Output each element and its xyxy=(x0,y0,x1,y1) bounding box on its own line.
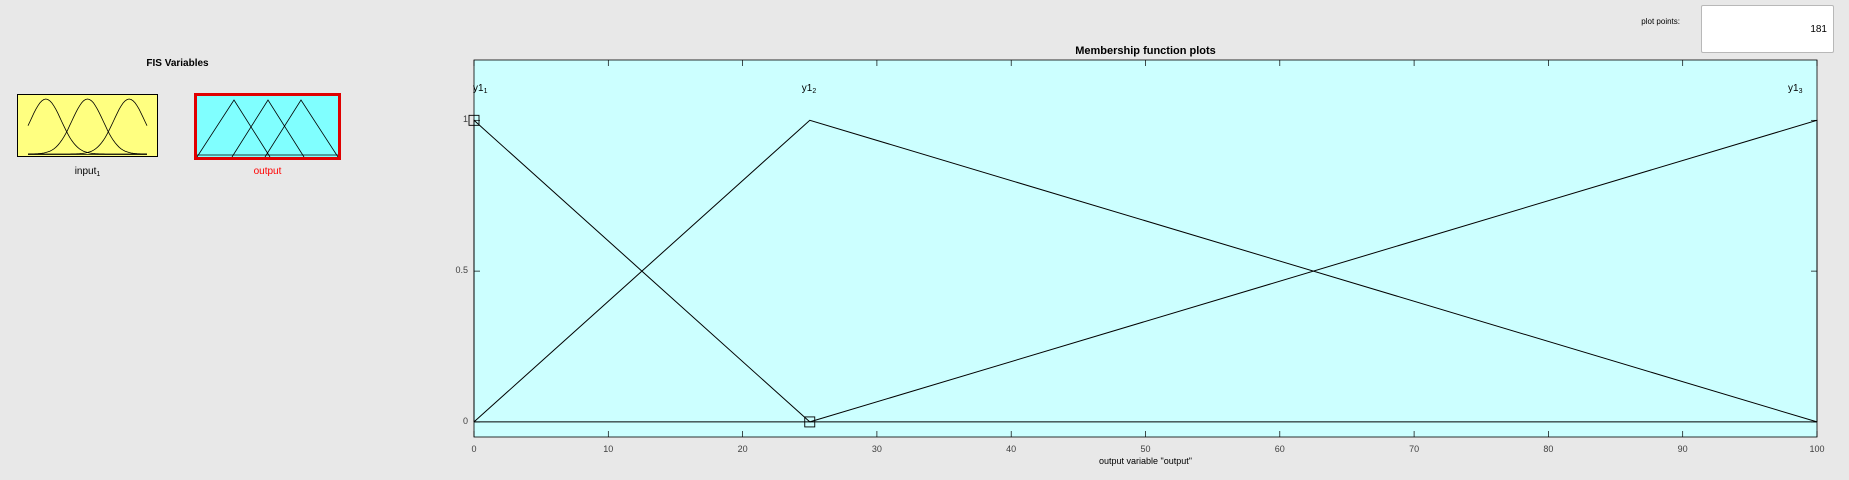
x-tick-label: 70 xyxy=(1409,444,1420,454)
fis-variables-title: FIS Variables xyxy=(146,58,209,69)
y-tick-label: 1 xyxy=(462,114,468,125)
x-tick-label: 40 xyxy=(1006,444,1017,454)
plot-area xyxy=(474,60,1817,437)
mf-label-y1-3[interactable]: y13 xyxy=(1788,83,1803,95)
mf-label-y1-1[interactable]: y11 xyxy=(473,83,488,95)
x-axis-label: output variable "output" xyxy=(1099,456,1192,466)
x-tick-label: 90 xyxy=(1677,444,1688,454)
y-tick-label: 0.5 xyxy=(455,265,468,276)
x-tick-label: 20 xyxy=(737,444,748,454)
triangular-mf-icon xyxy=(197,96,338,157)
mf-vertex-handle[interactable] xyxy=(804,416,816,428)
x-tick-label: 30 xyxy=(871,444,882,454)
x-tick-label: 50 xyxy=(1140,444,1151,454)
output-variable-box[interactable] xyxy=(194,93,341,160)
x-tick-label: 80 xyxy=(1543,444,1554,454)
output-variable-label: output xyxy=(253,166,282,177)
input-variable-box[interactable] xyxy=(17,94,158,157)
mf-label-y1-2[interactable]: y12 xyxy=(801,83,817,95)
mf-line-y1-2[interactable] xyxy=(473,119,1818,423)
x-tick-label: 100 xyxy=(1809,444,1825,454)
x-tick-label: 0 xyxy=(471,444,477,454)
x-tick-label: 60 xyxy=(1274,444,1285,454)
plot-points-input[interactable]: 181 xyxy=(1701,5,1834,53)
y-tick-label: 0 xyxy=(462,415,468,426)
chart-title: Membership function plots xyxy=(1075,45,1216,57)
input-variable-label: input1 xyxy=(74,166,101,178)
plot-border xyxy=(473,59,1818,438)
x-tick-label: 10 xyxy=(603,444,614,454)
plot-points-label: plot points: xyxy=(1641,17,1680,26)
gaussian-mf-icon xyxy=(18,95,157,156)
